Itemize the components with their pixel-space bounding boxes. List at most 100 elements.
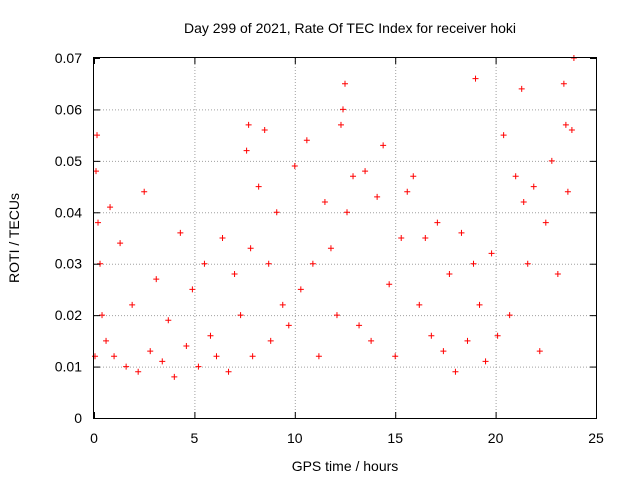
data-point (97, 260, 104, 267)
data-point (356, 322, 363, 329)
data-point (542, 219, 549, 226)
data-point (285, 322, 292, 329)
x-axis-title: GPS time / hours (292, 458, 399, 474)
data-point (135, 368, 142, 375)
chart-title: Day 299 of 2021, Rate Of TEC Index for r… (184, 20, 516, 36)
data-point (243, 147, 250, 154)
data-point (422, 235, 429, 241)
data-point (231, 271, 238, 277)
data-point (177, 229, 184, 236)
data-point (129, 301, 136, 308)
data-point (117, 240, 124, 247)
data-point (482, 358, 489, 365)
data-point (93, 168, 100, 175)
data-point (368, 337, 375, 344)
data-point (536, 348, 543, 355)
data-point (309, 260, 316, 267)
y-tick-label: 0.07 (55, 50, 82, 66)
data-point (398, 235, 405, 241)
y-tick-label: 0.06 (55, 101, 82, 117)
y-tick-label: 0.01 (55, 359, 82, 375)
x-tick-label: 0 (90, 430, 98, 446)
data-point (291, 163, 298, 169)
data-point (225, 368, 232, 375)
data-point (500, 132, 507, 139)
plot-frame (93, 57, 597, 419)
x-tick-label: 10 (287, 430, 303, 446)
data-point (520, 199, 527, 205)
data-point (560, 80, 567, 87)
data-point (464, 337, 471, 344)
data-point (548, 157, 555, 164)
data-point (518, 85, 525, 92)
data-point (237, 312, 244, 319)
data-point (267, 337, 274, 344)
data-point (201, 260, 208, 267)
data-point (428, 332, 435, 339)
data-point (95, 219, 102, 226)
y-axis-ticks: 0 0.01 0.02 0.03 0.04 0.05 0.06 0.07 (55, 50, 596, 426)
y-tick-label: 0.02 (55, 307, 82, 323)
data-point (404, 188, 411, 195)
data-point (189, 286, 196, 293)
data-point (247, 245, 254, 252)
data-point (99, 312, 106, 319)
x-tick-label: 5 (191, 430, 199, 446)
data-point (380, 142, 387, 149)
data-point (470, 260, 477, 267)
data-point (265, 260, 272, 267)
data-point (339, 106, 346, 113)
data-point (297, 286, 304, 293)
y-tick-label: 0 (74, 410, 82, 426)
data-point (554, 271, 561, 277)
data-point (568, 127, 575, 133)
data-point (123, 363, 130, 370)
data-point (273, 209, 280, 216)
data-point (321, 199, 328, 205)
data-point (245, 121, 252, 128)
data-point (374, 193, 381, 200)
data-point (103, 337, 110, 344)
data-points (92, 55, 577, 380)
data-point (255, 183, 262, 190)
data-point (213, 353, 220, 360)
data-point (333, 312, 340, 319)
data-point (524, 260, 531, 267)
y-tick-label: 0.05 (55, 153, 82, 169)
y-tick-label: 0.04 (55, 204, 82, 220)
data-point (446, 271, 453, 277)
data-point (440, 348, 447, 355)
data-point (249, 353, 256, 360)
x-tick-label: 15 (387, 430, 403, 446)
x-tick-label: 25 (588, 430, 604, 446)
data-point (195, 363, 202, 370)
data-point (303, 137, 310, 144)
y-axis-title: ROTI / TECUs (6, 193, 22, 283)
data-point (219, 235, 226, 241)
data-point (476, 301, 483, 308)
y-tick-label: 0.03 (55, 256, 82, 272)
x-tick-label: 20 (488, 430, 504, 446)
data-point (512, 173, 519, 180)
data-point (350, 173, 357, 180)
data-point (472, 75, 479, 82)
data-point (337, 121, 344, 128)
data-point (564, 188, 571, 195)
data-point (159, 358, 166, 365)
data-point (153, 276, 160, 283)
data-point (362, 168, 369, 175)
data-point (342, 80, 348, 87)
data-point (416, 301, 423, 308)
data-point (494, 332, 501, 339)
data-point (327, 245, 334, 252)
data-point (279, 301, 286, 308)
data-point (111, 353, 118, 360)
data-point (183, 343, 190, 349)
data-point (488, 250, 495, 257)
data-point (107, 204, 114, 211)
data-point (452, 368, 459, 375)
data-point (386, 281, 393, 288)
data-point (458, 229, 465, 236)
data-point (141, 188, 148, 195)
